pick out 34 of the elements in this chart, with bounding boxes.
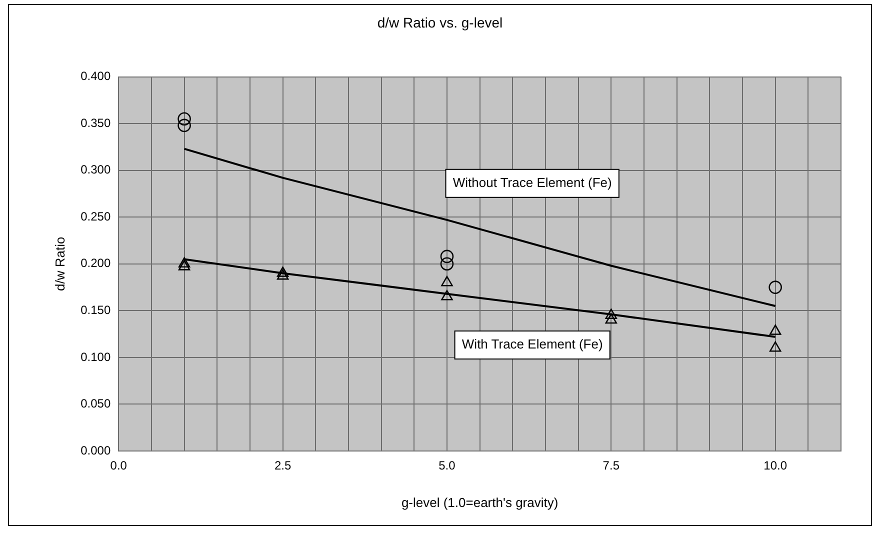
x-tick-label: 5.0 (438, 458, 456, 473)
y-tick-label: 0.200 (80, 256, 111, 270)
point (276, 266, 289, 277)
y-tick-label: 0.000 (80, 443, 111, 458)
x-tick-label: 10.0 (764, 458, 788, 473)
point (441, 276, 453, 286)
point (769, 341, 782, 352)
y-tick-label: 0.150 (80, 302, 111, 317)
point (178, 118, 191, 132)
x-tick-label: 2.5 (274, 458, 292, 473)
point (276, 269, 289, 280)
point (769, 324, 782, 335)
point (768, 280, 782, 294)
text: Without Trace Element (Fe) (452, 174, 612, 190)
point (178, 112, 191, 126)
series-label: With Trace Element (Fe) (462, 336, 603, 352)
point (605, 308, 617, 320)
point (440, 250, 454, 264)
point (441, 290, 453, 300)
y-tick-label: 0.400 (80, 69, 111, 84)
y-tick-label: 0.350 (80, 116, 111, 130)
chart-title: d/w Ratio vs. g-level (377, 14, 503, 30)
y-axis-title: d/w Ratio (52, 236, 68, 291)
point (605, 313, 617, 324)
x-tick-label: 0.0 (110, 458, 128, 473)
y-tick-label: 0.100 (80, 350, 111, 364)
y-tick-label: 0.250 (80, 209, 111, 224)
y-tick-label: 0.050 (80, 396, 111, 411)
x-axis-title: g-level (1.0=earth's gravity) (401, 494, 558, 510)
point (440, 257, 454, 271)
point (178, 260, 190, 270)
y-tick-label: 0.300 (80, 162, 111, 177)
x-tick-label: 7.5 (602, 458, 620, 473)
point (178, 257, 190, 268)
